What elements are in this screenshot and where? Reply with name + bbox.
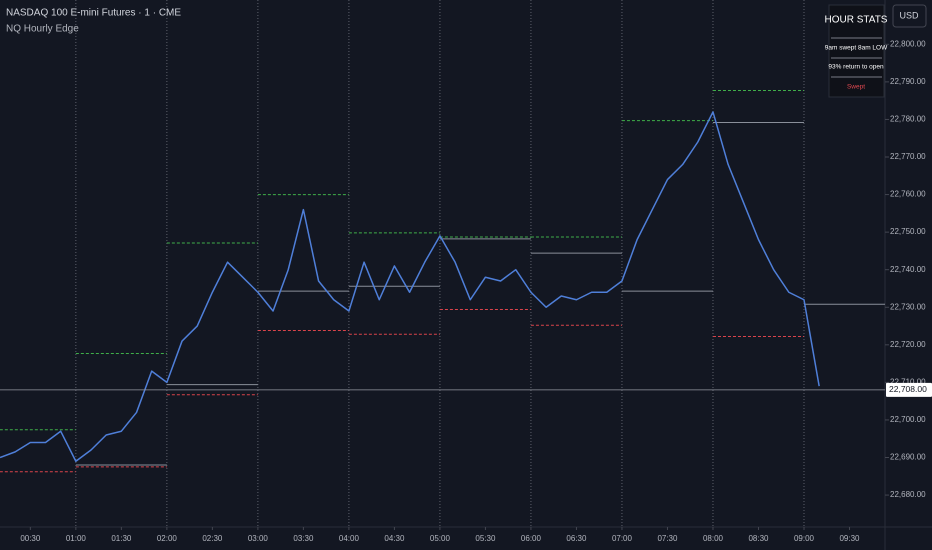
panel-bg: [828, 4, 885, 98]
x-tick-label: 00:30: [20, 534, 41, 543]
y-tick-label: 22,750.00: [890, 227, 926, 236]
y-tick-label: 22,690.00: [890, 453, 926, 462]
x-tick-label: 01:30: [111, 534, 132, 543]
x-tick-label: 02:00: [157, 534, 178, 543]
x-tick-label: 04:00: [339, 534, 360, 543]
x-tick-label: 08:00: [703, 534, 724, 543]
x-tick-label: 06:30: [566, 534, 587, 543]
x-tick-label: 04:30: [384, 534, 405, 543]
x-tick-label: 05:00: [430, 534, 451, 543]
last-price-label: 22,708.00: [889, 384, 927, 394]
x-tick-label: 07:30: [657, 534, 678, 543]
last-price-box: [886, 382, 932, 397]
y-tick-label: 22,800.00: [890, 39, 926, 48]
x-tick-label: 01:00: [66, 534, 87, 543]
panel-row: 9am swept 8am LOW: [825, 45, 888, 52]
y-tick-label: 22,760.00: [890, 190, 926, 199]
currency: USD: [899, 10, 919, 20]
indicator-name: NQ Hourly Edge: [6, 24, 79, 35]
panel-status: Swept: [847, 84, 865, 91]
panel-row: 93% return to open: [828, 64, 884, 71]
y-tick-label: 22,730.00: [890, 302, 926, 311]
plot: [0, 0, 885, 527]
stats-panel: HOUR STATS 9am swept 8am LOW 93% return …: [825, 4, 888, 98]
x-tick-label: 02:30: [202, 534, 223, 543]
x-tick-label: 03:30: [293, 534, 314, 543]
x-tick-label: 06:00: [521, 534, 542, 543]
y-tick-label: 22,740.00: [890, 265, 926, 274]
currency-box[interactable]: [892, 4, 927, 28]
x-tick-label: 05:30: [475, 534, 496, 543]
y-tick-label: 22,720.00: [890, 340, 926, 349]
chart-title: NASDAQ 100 E-mini Futures · 1 · CME: [6, 8, 181, 19]
y-tick-label: 22,780.00: [890, 115, 926, 124]
y-tick-label: 22,770.00: [890, 152, 926, 161]
x-tick-label: 07:00: [612, 534, 633, 543]
price-line: [0, 111, 820, 463]
x-tick-label: 08:30: [748, 534, 769, 543]
y-tick-label: 22,710.00: [890, 377, 926, 386]
x-tick-label: 09:30: [839, 534, 860, 543]
x-tick-label: 09:00: [794, 534, 815, 543]
panel-title: HOUR STATS: [825, 15, 888, 26]
y-tick-label: 22,700.00: [890, 415, 926, 424]
y-tick-label: 22,680.00: [890, 490, 926, 499]
y-tick-label: 22,790.00: [890, 77, 926, 86]
x-tick-label: 03:00: [248, 534, 269, 543]
